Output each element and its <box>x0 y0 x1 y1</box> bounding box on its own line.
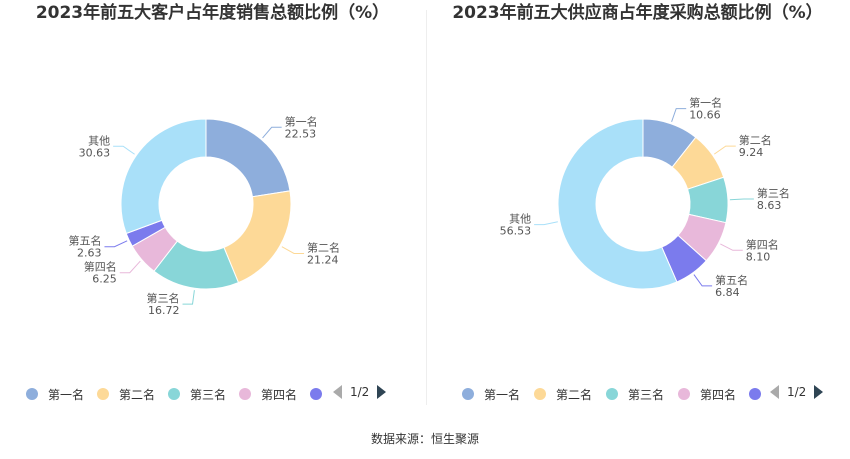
slice-value-label: 9.24 <box>739 146 764 159</box>
legend-label: 第三名 <box>628 387 665 402</box>
slice-value-label: 6.25 <box>92 273 117 286</box>
slice-value-label: 10.66 <box>689 109 721 122</box>
pager-text: 1/2 <box>350 385 370 399</box>
legend-label: 第一名 <box>48 387 85 402</box>
chart-legend: 第一名 第二名 第三名 第四名 1/2 <box>425 384 850 404</box>
legend-label: 第一名 <box>484 387 521 402</box>
label-leader-line <box>281 246 305 254</box>
chart-title: 2023年前五大供应商占年度采购总额比例（%） <box>452 3 823 23</box>
slice-name-label: 第三名 <box>147 291 180 305</box>
slice-name-label: 第三名 <box>757 186 790 200</box>
legend-label: 第四名 <box>700 387 737 402</box>
slice-value-label: 8.10 <box>746 250 771 263</box>
label-leader-line <box>693 274 713 287</box>
pager-prev-icon[interactable] <box>333 385 342 399</box>
slice-name-label: 其他 <box>509 213 531 226</box>
legend-dot <box>606 388 618 400</box>
legend-dot <box>310 388 322 400</box>
slice-name-label: 第四名 <box>84 260 117 274</box>
supplier-chart-panel: 2023年前五大供应商占年度采购总额比例（%） 第一名 10.66 第二名 9.24 第… <box>425 0 850 420</box>
label-leader-line <box>729 198 754 201</box>
legend-dot <box>97 388 109 400</box>
legend-item[interactable]: 第四名 <box>239 386 297 402</box>
pager-next-icon[interactable] <box>814 385 824 399</box>
legend-label: 第二名 <box>119 387 156 402</box>
legend-dot <box>239 388 251 400</box>
data-source: 数据来源：恒生聚源 <box>370 432 479 446</box>
label-leader-line <box>713 145 736 155</box>
legend-item[interactable]: 第一名 <box>26 386 84 402</box>
slice-name-label: 其他 <box>88 134 110 147</box>
pie-slice[interactable] <box>223 190 292 284</box>
panel-divider <box>426 10 427 405</box>
label-leader-line <box>113 145 135 155</box>
legend-dot <box>168 388 180 400</box>
slice-name-label: 第四名 <box>746 237 779 251</box>
slice-value-label: 22.53 <box>285 127 317 140</box>
customer-chart-panel: 2023年前五大客户占年度销售总额比例（%） 第一名 22.53 第二名 21.24 第… <box>0 0 425 420</box>
slice-value-label: 8.63 <box>757 199 782 212</box>
slice-name-label: 第二名 <box>739 133 772 147</box>
label-leader-line <box>262 126 282 139</box>
pager-next-icon[interactable] <box>377 385 387 399</box>
legend-pager: 1/2 <box>770 385 824 399</box>
pie-slice[interactable] <box>120 118 207 235</box>
slice-name-label: 第一名 <box>689 96 722 110</box>
label-leader-line <box>534 221 558 226</box>
legend-dot <box>749 388 761 400</box>
slice-value-label: 56.53 <box>500 225 532 238</box>
label-leader-line <box>104 240 128 248</box>
label-leader-line <box>182 290 195 305</box>
legend-dot <box>534 388 546 400</box>
slice-value-label: 21.24 <box>307 253 339 266</box>
legend-dot <box>678 388 690 400</box>
label-leader-line <box>119 260 141 274</box>
slice-value-label: 2.63 <box>77 247 102 260</box>
legend-item[interactable] <box>749 386 771 402</box>
pie-slice[interactable] <box>205 118 291 198</box>
legend-label: 第二名 <box>556 387 593 402</box>
label-leader-line <box>671 108 687 122</box>
label-leader-line <box>720 243 743 251</box>
legend-item[interactable]: 第三名 <box>606 386 664 402</box>
pager-text: 1/2 <box>787 385 807 399</box>
legend-pager: 1/2 <box>333 385 387 399</box>
slice-value-label: 16.72 <box>148 304 180 317</box>
chart-legend: 第一名 第二名 第三名 第四名 1/2 <box>0 384 425 404</box>
slice-value-label: 30.63 <box>79 146 111 159</box>
legend-dot <box>462 388 474 400</box>
pager-prev-icon[interactable] <box>770 385 779 399</box>
legend-item[interactable]: 第一名 <box>462 386 520 402</box>
slice-value-label: 6.84 <box>715 286 740 299</box>
legend-label: 第三名 <box>190 387 227 402</box>
legend-item[interactable]: 第二名 <box>97 386 155 402</box>
legend-item[interactable]: 第二名 <box>534 386 592 402</box>
legend-item[interactable]: 第三名 <box>168 386 226 402</box>
slice-name-label: 第二名 <box>307 240 340 254</box>
slice-name-label: 第五名 <box>715 273 748 287</box>
legend-label: 第四名 <box>261 387 298 402</box>
slice-name-label: 第一名 <box>285 114 318 128</box>
legend-dot <box>26 388 38 400</box>
slice-name-label: 第五名 <box>68 234 101 248</box>
legend-item[interactable]: 第四名 <box>678 386 736 402</box>
chart-title: 2023年前五大客户占年度销售总额比例（%） <box>35 3 390 23</box>
pie-slice[interactable] <box>557 118 678 290</box>
legend-item[interactable] <box>310 386 332 402</box>
